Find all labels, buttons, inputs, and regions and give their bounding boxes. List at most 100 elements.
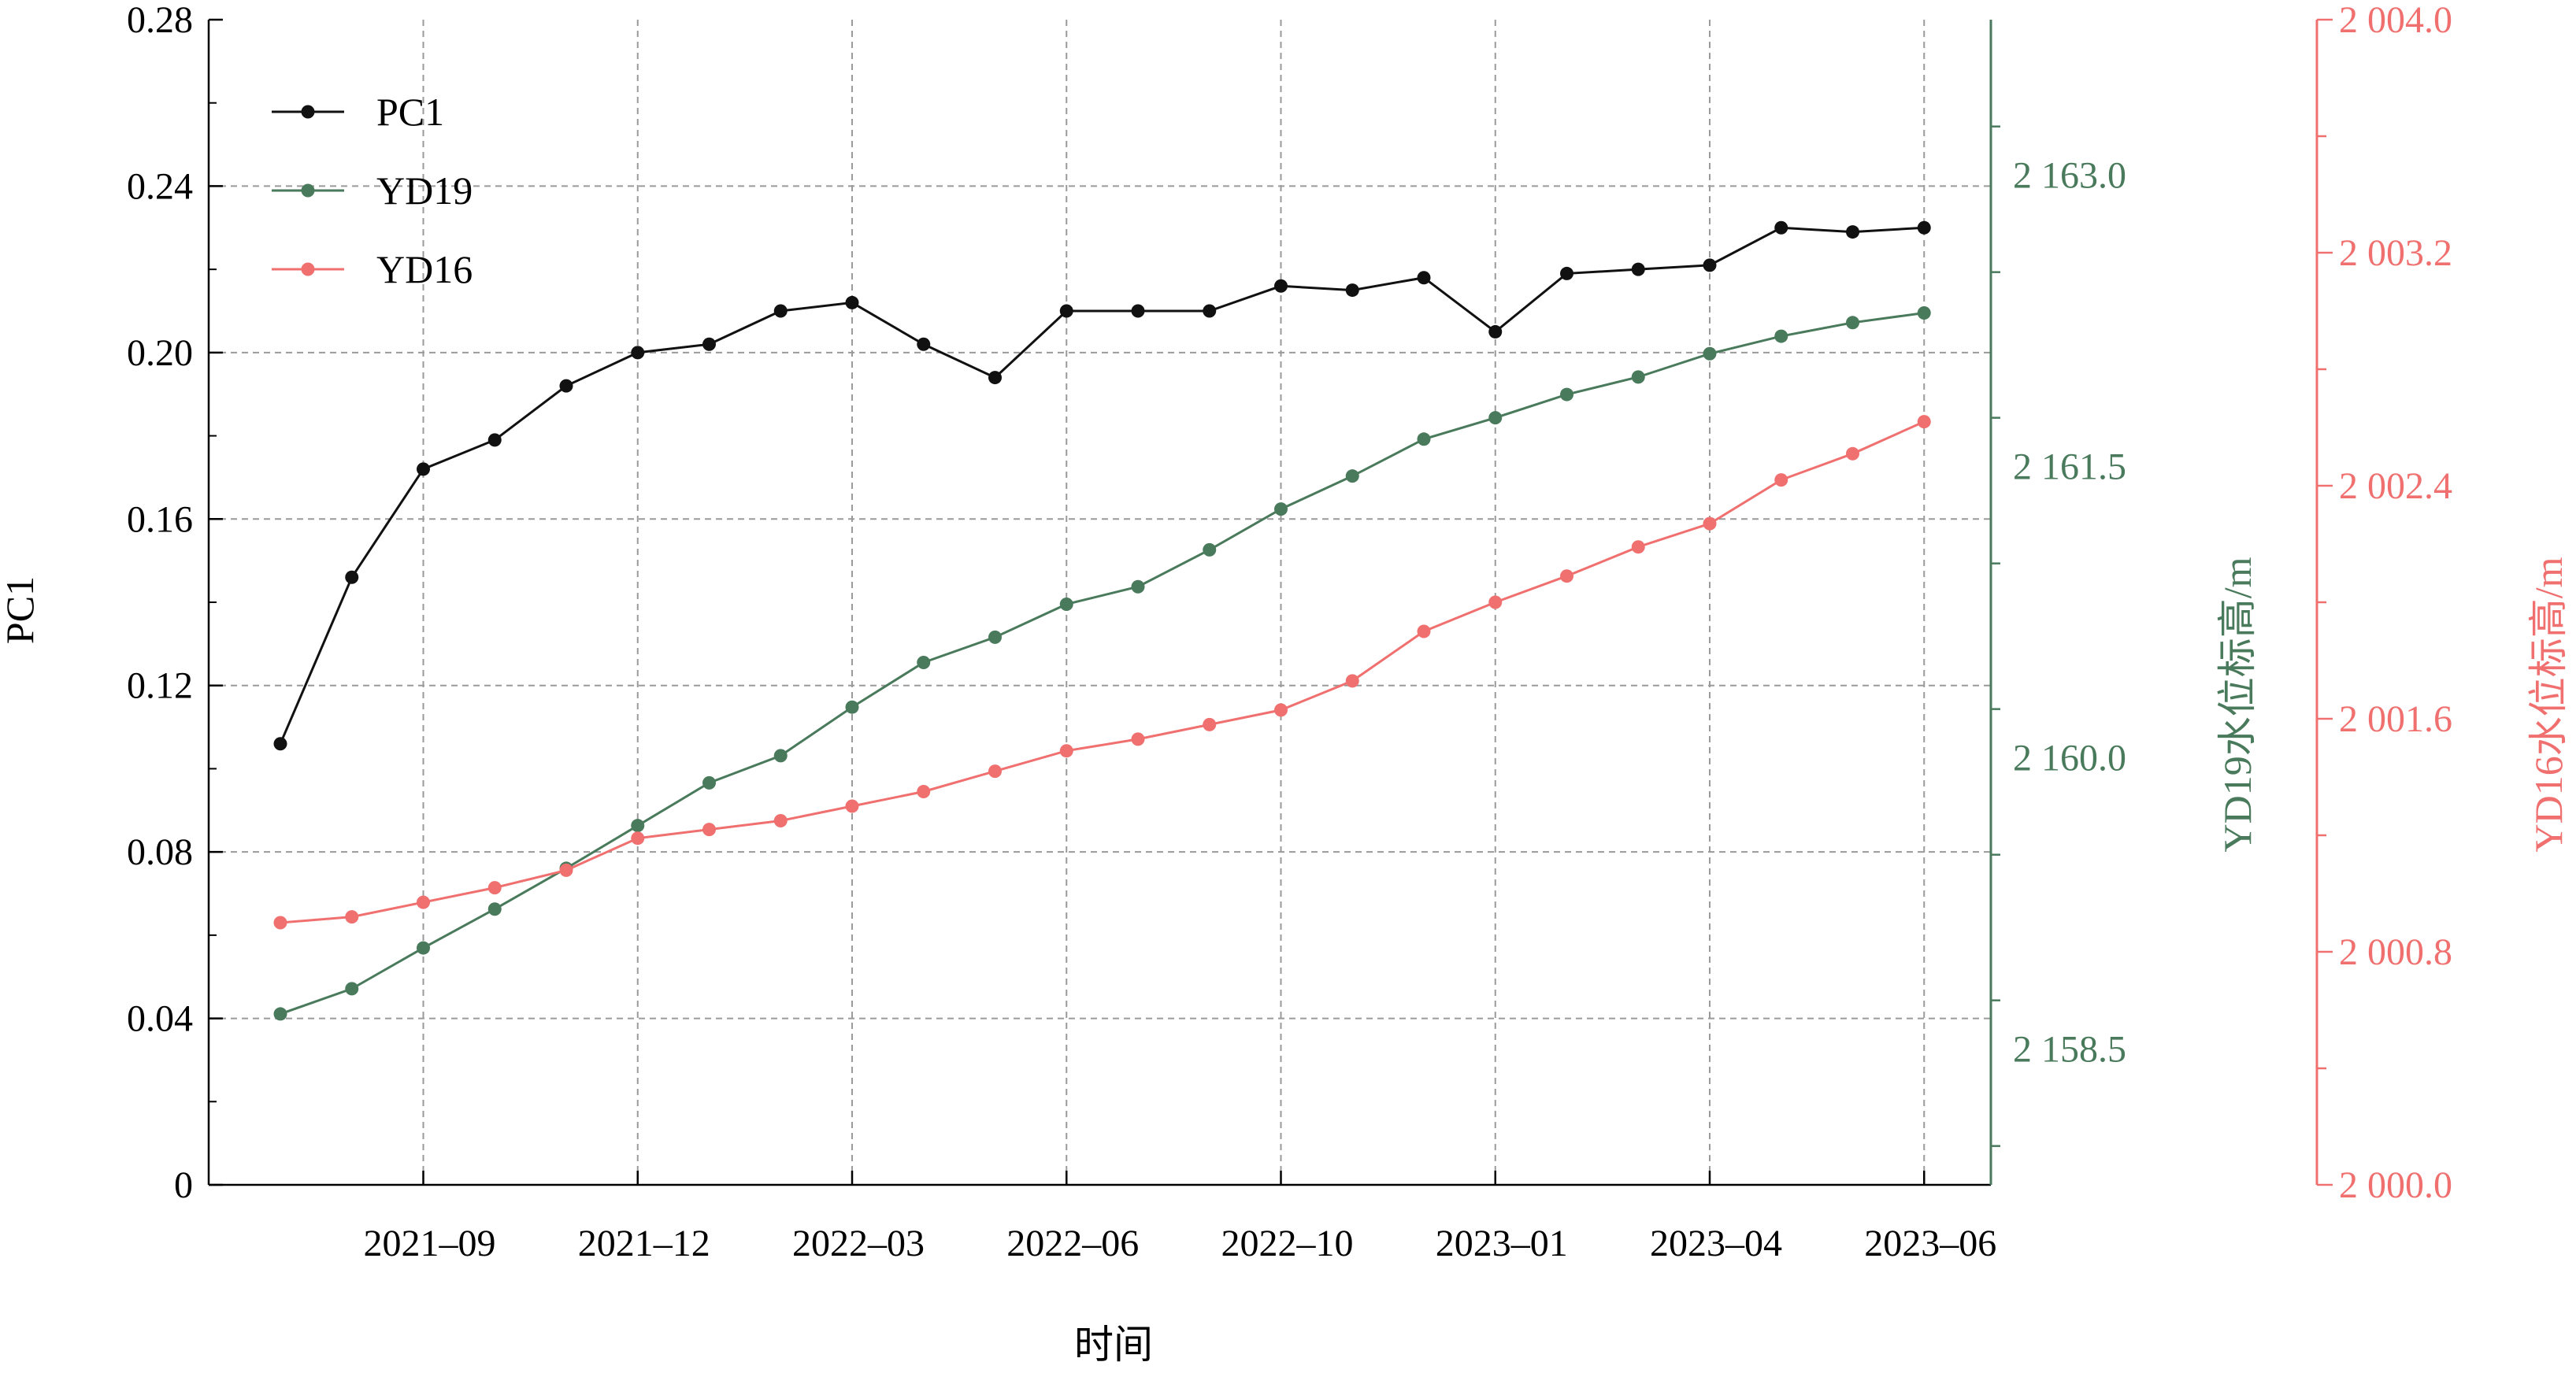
data-point-yd16 — [1703, 516, 1717, 531]
data-point-pc1 — [1417, 271, 1431, 285]
data-point-yd16 — [845, 799, 859, 813]
data-point-pc1 — [487, 433, 502, 447]
data-point-yd19 — [417, 941, 430, 955]
y-tick-label-left: 0.16 — [127, 498, 193, 540]
y-axis-title-right-1: YD19水位标高/m — [2215, 557, 2259, 852]
y-tick-label-right-1: 2 163.0 — [2013, 154, 2126, 196]
y-tick-label-right-1: 2 160.0 — [2013, 737, 2126, 779]
data-point-yd19 — [1846, 316, 1859, 330]
data-point-yd19 — [988, 630, 1002, 644]
series-line-yd16 — [280, 420, 1925, 924]
y-tick-label-right-2: 2 001.6 — [2339, 698, 2452, 740]
data-point-yd19 — [345, 982, 359, 996]
y-tick-label-left: 0 — [174, 1164, 193, 1206]
data-point-pc1 — [988, 371, 1002, 385]
y-axis-title-right-2: YD16水位标高/m — [2526, 557, 2570, 852]
data-point-yd16 — [917, 785, 931, 798]
data-point-yd19 — [487, 902, 502, 916]
y-tick-label-right-2: 2 002.4 — [2339, 465, 2452, 507]
data-point-yd19 — [1631, 370, 1645, 384]
y-axis-title-left: PC1 — [0, 576, 42, 644]
y-tick-label-right-2: 2 000.8 — [2339, 931, 2452, 973]
data-point-yd19 — [702, 775, 716, 790]
data-point-pc1 — [1274, 279, 1288, 293]
legend-label-yd16: YD16 — [376, 247, 473, 291]
legend-label-yd19: YD19 — [376, 168, 473, 213]
data-point-yd19 — [1488, 411, 1503, 425]
x-tick-label: 2023–04 — [1650, 1223, 1782, 1264]
series-lines — [273, 220, 1931, 1021]
data-point-yd16 — [1417, 624, 1431, 638]
data-point-pc1 — [1631, 262, 1645, 276]
y-tick-label-right-2: 2 000.0 — [2339, 1164, 2452, 1206]
data-point-yd19 — [1417, 432, 1431, 446]
data-point-yd19 — [1917, 305, 1931, 320]
data-point-pc1 — [1703, 258, 1717, 272]
data-point-yd19 — [273, 1007, 287, 1021]
legend-marker-pc1 — [301, 105, 315, 119]
data-point-yd16 — [773, 814, 788, 827]
data-point-yd16 — [487, 881, 502, 895]
data-point-pc1 — [702, 337, 716, 351]
legend-marker-yd16 — [301, 262, 315, 276]
data-point-pc1 — [345, 570, 359, 584]
data-point-pc1 — [1917, 220, 1931, 235]
y-tick-label-left: 0.28 — [127, 0, 193, 41]
data-point-yd16 — [1917, 415, 1931, 429]
data-point-yd16 — [1345, 674, 1359, 688]
x-axis-title: 时间 — [1074, 1323, 1153, 1367]
data-point-pc1 — [417, 462, 430, 476]
x-tick-label: 2022–10 — [1221, 1223, 1354, 1264]
data-point-yd19 — [1203, 542, 1217, 557]
y-tick-label-left: 0.20 — [127, 332, 193, 374]
data-point-pc1 — [273, 737, 287, 751]
data-point-yd19 — [1059, 597, 1073, 611]
data-point-yd16 — [1560, 569, 1573, 583]
data-point-pc1 — [1488, 324, 1503, 339]
x-tick-label: 2021–09 — [364, 1223, 496, 1264]
data-point-yd16 — [988, 764, 1002, 779]
data-point-yd19 — [1131, 579, 1145, 594]
axes: 0 0.04 0.08 0.12 0.16 0.20 0.24 0.28 2021–09 2021… — [127, 0, 2452, 1264]
data-point-yd16 — [273, 916, 287, 930]
y-tick-label-right-1: 2 161.5 — [2013, 446, 2126, 487]
data-point-yd16 — [417, 895, 430, 909]
y-tick-label-left: 0.08 — [127, 831, 193, 873]
data-point-pc1 — [1059, 304, 1073, 318]
data-point-yd19 — [1274, 502, 1288, 516]
data-point-yd16 — [1131, 732, 1145, 746]
data-point-pc1 — [773, 304, 788, 318]
series-line-pc1 — [279, 226, 1925, 745]
data-point-pc1 — [1131, 304, 1145, 318]
x-tick-label: 2023–01 — [1436, 1223, 1568, 1264]
data-point-yd16 — [1203, 717, 1217, 731]
legend: PC1 YD19 YD16 — [272, 90, 473, 291]
data-point-yd19 — [1345, 469, 1359, 483]
data-point-yd16 — [1774, 473, 1788, 487]
legend-marker-yd19 — [301, 183, 315, 198]
data-point-pc1 — [631, 346, 645, 360]
data-point-yd16 — [345, 910, 359, 924]
y-tick-label-right-2: 2 003.2 — [2339, 232, 2452, 274]
data-point-yd16 — [1846, 446, 1859, 461]
data-point-yd19 — [1703, 346, 1717, 361]
y-tick-label-right-1: 2 158.5 — [2013, 1028, 2126, 1070]
x-tick-label: 2022–06 — [1006, 1223, 1139, 1264]
x-tick-label: 2023–06 — [1864, 1223, 1996, 1264]
series-line-yd19 — [280, 311, 1925, 1016]
data-point-yd16 — [702, 823, 716, 837]
data-point-yd16 — [1059, 744, 1073, 758]
data-point-pc1 — [1560, 266, 1573, 280]
data-point-yd16 — [631, 831, 645, 846]
data-point-pc1 — [1846, 225, 1859, 239]
data-point-yd16 — [1488, 595, 1503, 609]
data-point-yd19 — [845, 700, 859, 714]
data-point-yd16 — [559, 863, 573, 877]
data-point-yd19 — [773, 749, 788, 763]
data-point-pc1 — [1203, 304, 1217, 318]
data-point-yd19 — [917, 655, 931, 669]
data-point-pc1 — [845, 295, 859, 309]
data-point-yd16 — [1274, 703, 1288, 717]
data-point-pc1 — [559, 379, 573, 393]
